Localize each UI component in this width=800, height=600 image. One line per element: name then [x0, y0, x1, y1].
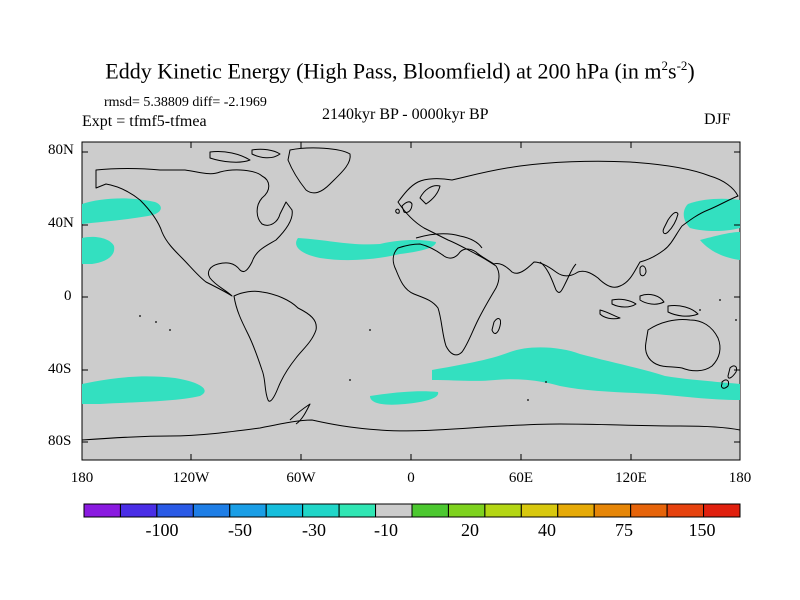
small-islands [139, 299, 737, 401]
anomaly-patches [82, 198, 740, 405]
lat-label-80s: 80S [48, 433, 72, 449]
coast-india [539, 261, 577, 293]
colorbar-swatch [302, 503, 340, 518]
coast-north-america [95, 168, 293, 297]
colorbar-swatch [557, 503, 595, 518]
colorbar-swatch [703, 503, 741, 518]
colorbar-swatch [265, 503, 304, 518]
lon-label-0: 0 [407, 470, 415, 486]
stats-text: rmsd= 5.38809 diff= -2.1969 [104, 95, 267, 110]
lat-label-40n: 40N [48, 215, 74, 231]
anomaly-patch-npac-east-2 [700, 232, 740, 260]
coast-scandinavia [419, 185, 441, 205]
anomaly-patch-npac-west-1 [82, 198, 161, 224]
colorbar-swatch [520, 503, 559, 518]
colorbar-swatch [411, 503, 449, 518]
coast-philippines [639, 265, 647, 277]
island-dot [155, 321, 157, 323]
coast-greenland [287, 147, 351, 194]
island-dot [527, 399, 529, 401]
coast-japan [662, 211, 679, 235]
island-dot [719, 299, 721, 301]
colorbar-label: 20 [461, 520, 479, 540]
coast-antarctic-peninsula [289, 403, 311, 425]
coast-eurasia-africa [392, 160, 739, 356]
anomaly-patch-southern-ocean [432, 347, 740, 400]
anomaly-patch-npac-east-1 [683, 198, 740, 231]
lon-label-60w: 60W [286, 470, 316, 486]
colorbar-swatch [375, 503, 413, 518]
colorbar-label: 75 [615, 520, 633, 540]
coast-maritime-se-asia [599, 293, 699, 320]
lon-label-60e: 60E [508, 470, 534, 486]
island-dot [735, 319, 737, 321]
lon-label-180e: 180 [728, 470, 752, 486]
island-dot [349, 379, 351, 381]
coast-mediterranean [415, 233, 483, 249]
season-label: DJF [704, 111, 731, 128]
island-dot [545, 381, 547, 383]
coast-antarctica [81, 419, 741, 441]
colorbar-swatch [338, 503, 377, 518]
lon-label-120w: 120W [172, 470, 210, 486]
coast-australia [645, 319, 721, 372]
colorbar-swatch [192, 503, 231, 518]
lat-label-0: 0 [64, 288, 72, 304]
lon-label-120e: 120E [615, 470, 647, 486]
colorbar-swatch [447, 503, 486, 518]
anomaly-patch-npac-west-2 [82, 236, 115, 264]
island-dot [699, 309, 701, 311]
coast-arctic-islands [209, 148, 281, 163]
colorbar-swatch [156, 503, 194, 518]
experiment-label: Expt = tfmf5-tfmea [82, 113, 207, 130]
colorbar-swatch [630, 503, 668, 518]
lat-label-80n: 80N [48, 142, 74, 158]
island-dot [139, 315, 141, 317]
colorbar-swatch [666, 503, 705, 518]
lat-label-40s: 40S [48, 361, 72, 377]
period-label: 2140kyr BP - 0000kyr BP [322, 106, 489, 123]
axis-ticks [82, 142, 740, 460]
anomaly-patch-natl [296, 238, 436, 261]
colorbar-label: -10 [374, 520, 398, 540]
lon-label-180w: 180 [70, 470, 94, 486]
colorbar-swatch [229, 503, 267, 518]
anomaly-patch-satl [370, 391, 439, 405]
colorbar-swatch [593, 503, 632, 518]
colorbar-swatch [484, 503, 522, 518]
colorbar [83, 503, 741, 518]
coast-madagascar [491, 318, 501, 334]
island-dot [369, 329, 371, 331]
plot-title: Eddy Kinetic Energy (High Pass, Bloomfie… [105, 58, 695, 84]
island-dot [169, 329, 171, 331]
coast-new-zealand [721, 365, 737, 389]
coast-south-america [233, 290, 317, 402]
coastlines [81, 147, 741, 441]
colorbar-label: -50 [228, 520, 252, 540]
colorbar-label: -30 [302, 520, 326, 540]
colorbar-label: -100 [145, 520, 179, 540]
colorbar-label: 150 [688, 520, 716, 540]
colorbar-swatch [119, 503, 158, 518]
coast-british-isles [395, 201, 413, 214]
anomaly-patch-spac [82, 376, 205, 404]
colorbar-label: 40 [538, 520, 556, 540]
colorbar-swatch [83, 503, 121, 518]
